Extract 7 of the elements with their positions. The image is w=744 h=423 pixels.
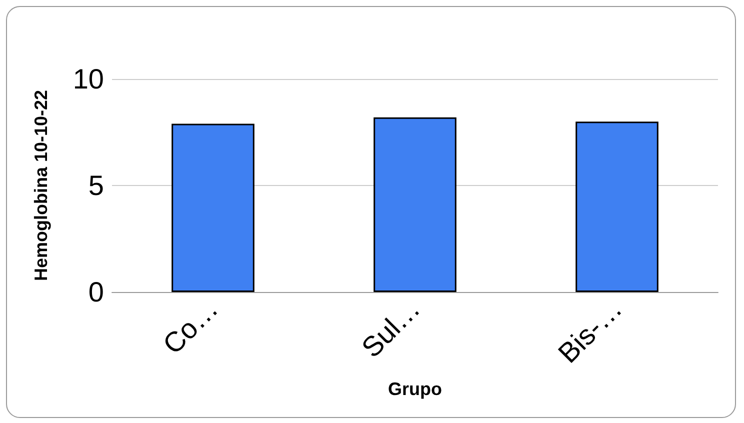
x-tick-label: Co…: [156, 293, 224, 360]
x-axis-title: Grupo: [388, 379, 442, 399]
y-tick-label: 0: [88, 276, 104, 308]
y-tick-label: 10: [72, 64, 104, 94]
y-axis-title: Hemoglobina 10-10-22: [31, 90, 51, 282]
y-tick-label: 5: [88, 170, 104, 201]
x-tick-label: Sul…: [356, 293, 426, 364]
